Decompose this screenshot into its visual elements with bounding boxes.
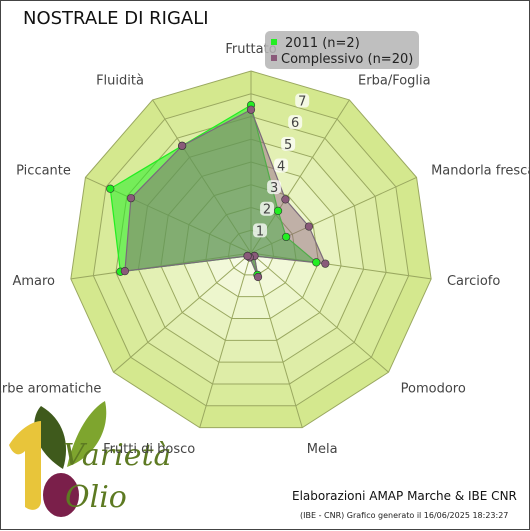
tick-label-3: 3 xyxy=(270,181,278,196)
axis-label-7: Erbe aromatiche xyxy=(1,382,101,397)
spoke-7 xyxy=(113,252,252,373)
series-1-point-8 xyxy=(120,267,129,276)
spoke-4 xyxy=(250,252,389,373)
series-1-point-2 xyxy=(304,222,314,231)
legend-swatch-2011 xyxy=(271,39,277,45)
logo-leaf-light xyxy=(67,401,107,467)
logo-olive xyxy=(43,473,79,517)
radial-tick-labels: 1 2 3 4 5 6 7 xyxy=(253,93,310,239)
tick-bg-1 xyxy=(253,223,268,238)
tick-bg-6 xyxy=(288,115,303,130)
series-1-point-10 xyxy=(178,141,187,150)
series-1-point-9 xyxy=(126,194,136,203)
axis-labels: Fruttato Erba/Foglia Mandorla fresca Carcio… xyxy=(1,42,530,457)
axis-label-1: Erba/Foglia xyxy=(358,73,431,88)
legend-swatch-complessivo xyxy=(271,55,277,61)
tick-label-4: 4 xyxy=(277,159,285,174)
legend-box xyxy=(265,31,419,69)
axis-label-5: Mela xyxy=(307,442,338,457)
tick-label-1: 1 xyxy=(256,224,264,239)
series-0-point-9 xyxy=(106,184,115,193)
axis-label-3: Carciofo xyxy=(447,274,500,289)
varieta-olio-logo: Varietà Olio xyxy=(9,401,171,517)
series-0-point-2 xyxy=(282,232,291,242)
legend: 2011 (n=2) Complessivo (n=20) xyxy=(265,31,419,69)
tick-bg-2 xyxy=(260,201,275,216)
tick-bg-5 xyxy=(281,136,296,151)
legend-entry-2011: 2011 (n=2) xyxy=(285,36,360,51)
tick-label-2: 2 xyxy=(263,203,271,218)
axis-label-0: Fruttato xyxy=(225,42,276,57)
axis-label-2: Mandorla fresca xyxy=(431,164,530,179)
tick-label-7: 7 xyxy=(298,95,306,110)
series-1-point-3 xyxy=(321,259,330,268)
series-1-point-1 xyxy=(281,195,290,204)
axis-label-8: Amaro xyxy=(12,274,55,289)
axis-label-6: Frutti di bosco xyxy=(103,442,195,457)
axis-label-10: Fluidità xyxy=(96,73,144,88)
logo-word-olio: Olio xyxy=(65,480,127,515)
series-1-point-7 xyxy=(243,251,252,261)
spoke-6 xyxy=(199,252,252,428)
series-area-1 xyxy=(124,108,327,278)
tick-bg-3 xyxy=(267,180,282,195)
series-1-point-0 xyxy=(246,105,256,114)
chart-title: NOSTRALE DI RIGALI xyxy=(23,8,209,29)
series-1-point-5 xyxy=(253,272,263,282)
series-points xyxy=(106,101,330,282)
spoke-5 xyxy=(250,252,303,428)
series-0-point-3 xyxy=(312,258,321,267)
tick-label-6: 6 xyxy=(291,116,299,131)
legend-entry-complessivo: Complessivo (n=20) xyxy=(281,52,413,67)
logo-numeral-one xyxy=(9,421,41,510)
tick-label-5: 5 xyxy=(284,138,292,153)
tick-bg-4 xyxy=(274,158,289,173)
credit-text: Elaborazioni AMAP Marche & IBE CNR xyxy=(292,489,517,503)
logo-leaf-dark xyxy=(34,406,67,469)
axis-label-9: Piccante xyxy=(16,164,71,179)
series-0-point-1 xyxy=(273,206,283,215)
tick-bg-7 xyxy=(295,93,310,108)
generated-timestamp: (IBE - CNR) Grafico generato il 16/06/20… xyxy=(300,511,509,520)
logo-word-varieta: Varietà xyxy=(63,438,171,473)
axis-label-4: Pomodoro xyxy=(401,382,466,397)
